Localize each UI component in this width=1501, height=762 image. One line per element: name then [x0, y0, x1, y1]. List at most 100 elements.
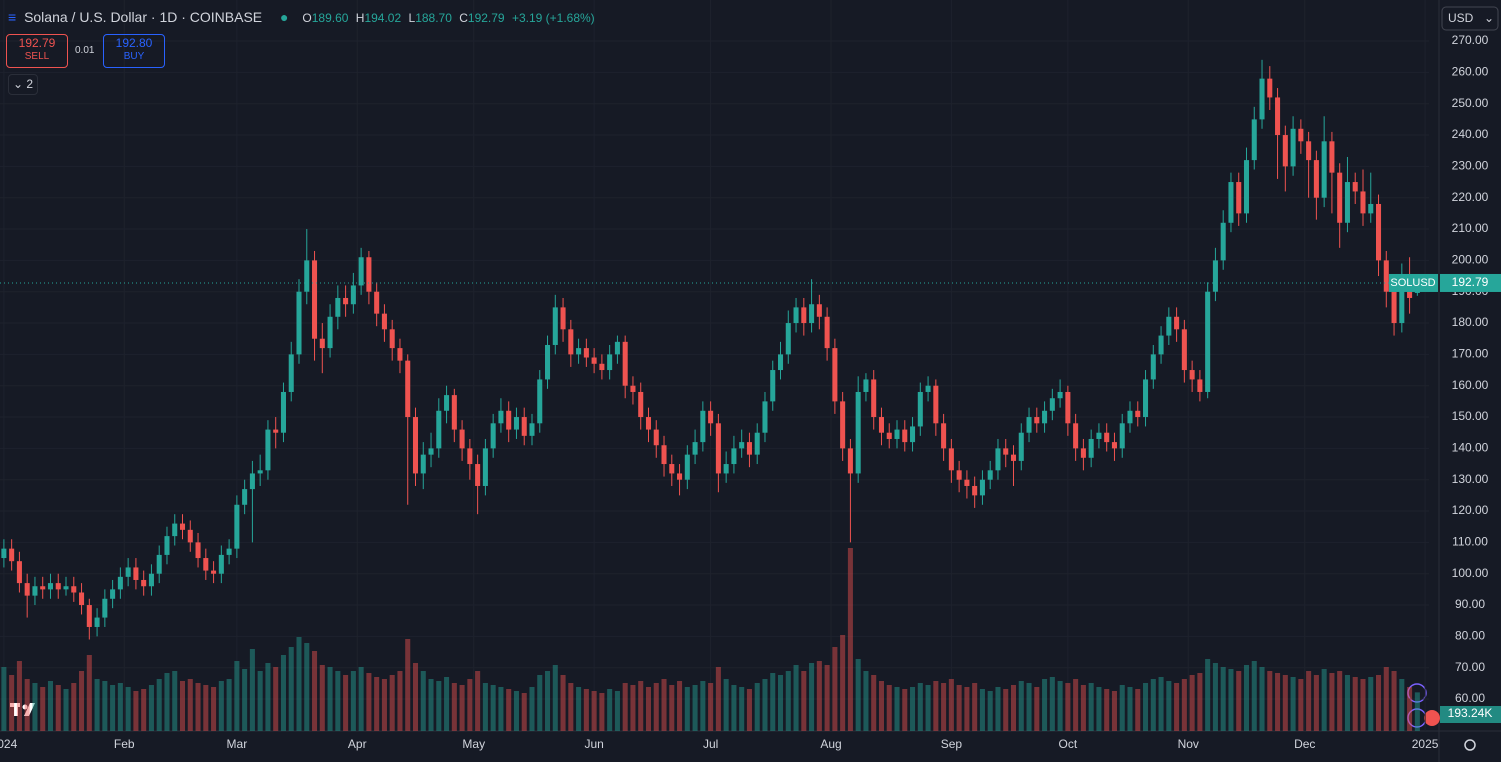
candle-body	[785, 323, 791, 355]
volume-bar	[125, 687, 131, 731]
candle-body	[521, 417, 527, 436]
volume-bar	[1181, 679, 1187, 731]
candle-body	[374, 291, 380, 314]
candle-body	[234, 504, 240, 549]
volume-bar	[482, 683, 488, 731]
candle-body	[809, 304, 815, 324]
volume-bar	[1026, 683, 1032, 731]
candle-body	[273, 429, 279, 433]
candle-body	[133, 567, 139, 580]
candle-body	[568, 329, 574, 355]
volume-bar	[746, 689, 752, 731]
volume-bar	[809, 663, 815, 731]
candle-body	[164, 536, 170, 555]
volume-bar	[1042, 679, 1048, 731]
volume-bar	[335, 671, 341, 731]
candle-body	[1329, 141, 1335, 173]
candle-body	[1166, 316, 1172, 336]
volume-bar	[257, 671, 263, 731]
volume-bar	[203, 685, 209, 731]
volume-value-label: 193.24K	[1448, 706, 1493, 720]
indicator-icons[interactable]	[1407, 683, 1440, 728]
volume-bar	[1057, 681, 1063, 731]
volume-bar	[280, 655, 286, 731]
candle-body	[381, 313, 387, 330]
volume-bar	[179, 681, 186, 731]
volume-bar	[933, 681, 939, 731]
volume-bar	[754, 683, 760, 731]
currency: USD	[1448, 11, 1474, 25]
candle-body	[847, 448, 853, 474]
currency-select[interactable]	[1441, 6, 1499, 31]
chevron: ⌄	[1484, 11, 1494, 25]
x-tick-label: Jun	[584, 737, 603, 751]
candle-body	[653, 429, 659, 446]
indicators-toggle[interactable]: ⌄ 2	[8, 74, 38, 95]
candle-body	[684, 454, 690, 480]
candle-body	[948, 448, 954, 471]
volume-bar	[956, 685, 962, 731]
volume-bar	[739, 687, 745, 731]
candle-body	[428, 448, 434, 455]
symbol-tag: SOLUSD	[1390, 277, 1435, 289]
volume-bar	[110, 685, 116, 731]
candle-body	[436, 410, 442, 449]
candle-body	[630, 385, 636, 392]
volume-bar	[614, 691, 620, 731]
candle-body	[1119, 423, 1125, 449]
y-tick-label: 250.00	[1452, 96, 1489, 110]
volume-bar	[1034, 687, 1040, 731]
volume-bar	[1228, 669, 1234, 731]
volume-bar	[622, 683, 628, 731]
candle-body	[63, 586, 69, 590]
volume-bar	[847, 548, 853, 731]
candle-body	[141, 579, 147, 587]
candle-body	[1337, 172, 1343, 223]
x-tick-label: 2025	[1412, 737, 1439, 751]
settings-icon[interactable]	[1464, 739, 1476, 751]
candle-body	[389, 329, 395, 349]
volume-bar	[327, 667, 333, 731]
volume-bar	[381, 679, 387, 731]
x-tick-label: Oct	[1059, 737, 1078, 751]
menu-icon[interactable]: ≡	[8, 9, 17, 25]
candle-body	[86, 605, 92, 627]
volume-bar	[1290, 677, 1296, 731]
candle-body	[513, 417, 519, 430]
volume-bar	[1065, 683, 1071, 731]
candle-body	[1, 548, 7, 559]
sell-price: 192.79	[18, 36, 56, 50]
volume-bar	[156, 679, 162, 731]
volume-bar	[583, 689, 589, 731]
volume-bar	[296, 637, 302, 731]
candle-body	[576, 348, 582, 355]
volume-bar	[1080, 685, 1086, 731]
candle-body	[529, 423, 535, 436]
volume-bar	[1111, 691, 1117, 731]
volume-bar	[164, 673, 170, 731]
buy-button[interactable]: 192.80 BUY	[103, 34, 165, 68]
candle-body	[770, 370, 776, 402]
candle-body	[614, 341, 620, 355]
candle-body	[537, 379, 543, 424]
volume-bar	[1298, 679, 1304, 731]
candle-body	[1181, 329, 1187, 371]
candle-body	[242, 489, 248, 505]
candle-body	[1065, 391, 1071, 424]
candle-body	[1096, 432, 1102, 439]
candle-body	[1003, 448, 1009, 455]
candle-body	[762, 401, 768, 433]
buy-price: 192.80	[115, 36, 153, 50]
x-tick-label: Aug	[820, 737, 841, 751]
volume-bar	[824, 665, 830, 731]
candle-body	[1049, 398, 1055, 411]
volume-bar	[591, 691, 597, 731]
candle-body	[451, 395, 457, 430]
volume-bar	[350, 671, 356, 731]
candle-body	[1018, 432, 1024, 461]
candle-body	[777, 354, 784, 371]
sell-button[interactable]: 192.79 SELL	[6, 34, 68, 68]
volume-bar	[521, 693, 527, 731]
low: 188.70	[415, 11, 452, 25]
